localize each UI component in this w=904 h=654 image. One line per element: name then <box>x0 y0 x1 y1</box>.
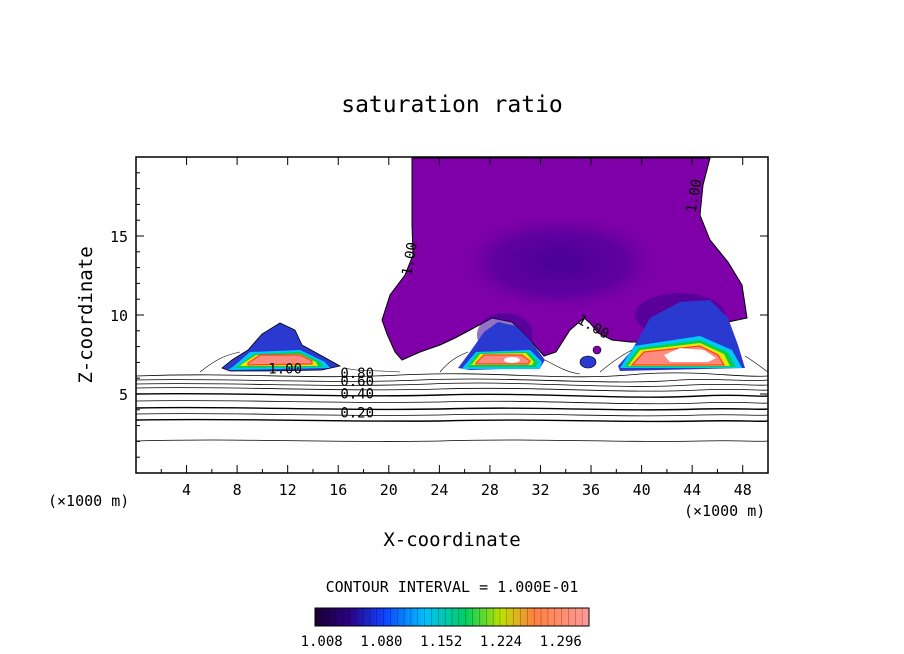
x-unit-left: (×1000 m) <box>48 492 129 510</box>
x-tick-label: 4 <box>182 481 191 499</box>
x-axis: 4 8 12 16 20 24 28 32 36 40 44 48 <box>160 157 752 499</box>
y-tick-label: 10 <box>110 307 128 325</box>
contour-label: 1.00 <box>684 178 706 214</box>
y-axis: 5 10 15 <box>110 172 768 458</box>
contour-label: 0.20 <box>340 406 374 422</box>
y-tick-label: 15 <box>110 228 128 246</box>
contour-lines <box>136 349 768 442</box>
x-tick-label: 8 <box>233 481 242 499</box>
x-tick-label: 32 <box>531 481 549 499</box>
colorbar-stripes <box>321 608 583 626</box>
x-tick-label: 40 <box>633 481 651 499</box>
colorbar-label: 1.008 <box>301 634 343 650</box>
colorbar-label: 1.080 <box>360 634 402 650</box>
contour-label: 0.60 <box>340 374 374 390</box>
x-unit-right: (×1000 m) <box>684 502 765 520</box>
x-tick-label: 24 <box>430 481 448 499</box>
y-axis-label: Z-coordinate <box>75 246 97 383</box>
contour-label: 0.40 <box>340 387 374 403</box>
colorbar <box>314 607 590 627</box>
contour-label: 1.00 <box>268 361 302 377</box>
colorbar-labels: 1.008 1.080 1.152 1.224 1.296 <box>301 634 582 650</box>
y-tick-label: 5 <box>119 386 128 404</box>
colorbar-label: 1.296 <box>540 634 582 650</box>
contour-interval-label: CONTOUR INTERVAL = 1.000E-01 <box>326 578 579 596</box>
x-tick-label: 16 <box>329 481 347 499</box>
colorbar-label: 1.224 <box>480 634 522 650</box>
x-tick-label: 28 <box>481 481 499 499</box>
small-blob <box>579 355 597 369</box>
contour-field: 1.001.00 0.800.600.400.201.001.00 <box>136 157 768 442</box>
chart-title: saturation ratio <box>341 92 563 118</box>
contour-label: 0.80 <box>340 366 374 382</box>
x-axis-label: X-coordinate <box>383 529 520 551</box>
x-tick-label: 48 <box>734 481 752 499</box>
x-tick-label: 12 <box>279 481 297 499</box>
x-tick-label: 44 <box>683 481 701 499</box>
x-tick-label: 36 <box>582 481 600 499</box>
x-tick-label: 20 <box>380 481 398 499</box>
colorbar-label: 1.152 <box>420 634 462 650</box>
contour-label: 1.00 <box>399 241 421 277</box>
